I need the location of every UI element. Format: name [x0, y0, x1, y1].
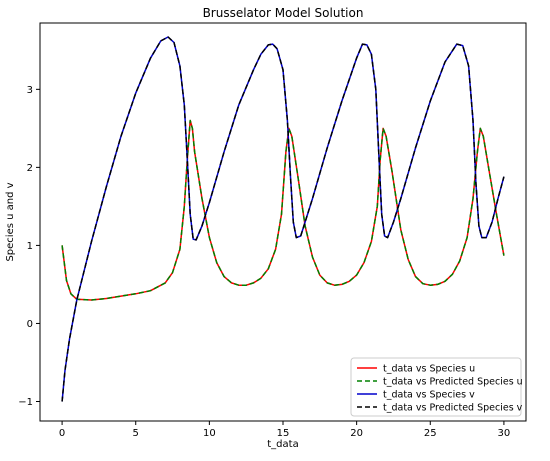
chart-title: Brusselator Model Solution	[203, 6, 364, 20]
x-tick-label: 5	[133, 428, 139, 439]
y-tick-label: 0	[27, 319, 33, 330]
y-axis: −1 0 1 2 3	[18, 85, 40, 408]
plot-area	[61, 36, 505, 402]
series-line-3	[61, 36, 505, 402]
series-line-1	[61, 119, 505, 301]
x-tick-label: 20	[350, 428, 363, 439]
x-tick-label: 15	[277, 428, 290, 439]
series-line-0	[61, 119, 505, 301]
x-axis-label: t_data	[267, 439, 298, 450]
x-tick-label: 0	[59, 428, 65, 439]
legend-label-0: t_data vs Species u	[383, 364, 475, 375]
y-axis-label: Species u and v	[5, 182, 16, 261]
legend-label-2: t_data vs Species v	[383, 390, 475, 401]
legend-label-3: t_data vs Predicted Species v	[383, 403, 523, 414]
y-tick-label: 1	[27, 241, 33, 252]
y-tick-label: −1	[18, 397, 33, 408]
series-line-2	[61, 36, 505, 402]
x-tick-label: 30	[498, 428, 511, 439]
y-tick-label: 2	[27, 163, 33, 174]
legend-box	[350, 357, 522, 417]
y-tick-label: 3	[27, 85, 33, 96]
x-axis: 0 5 10 15 20 25 30	[59, 421, 510, 439]
legend: t_data vs Species u t_data vs Predicted S…	[350, 357, 523, 417]
legend-label-1: t_data vs Predicted Species u	[383, 377, 523, 388]
x-tick-label: 10	[203, 428, 216, 439]
x-tick-label: 25	[424, 428, 437, 439]
